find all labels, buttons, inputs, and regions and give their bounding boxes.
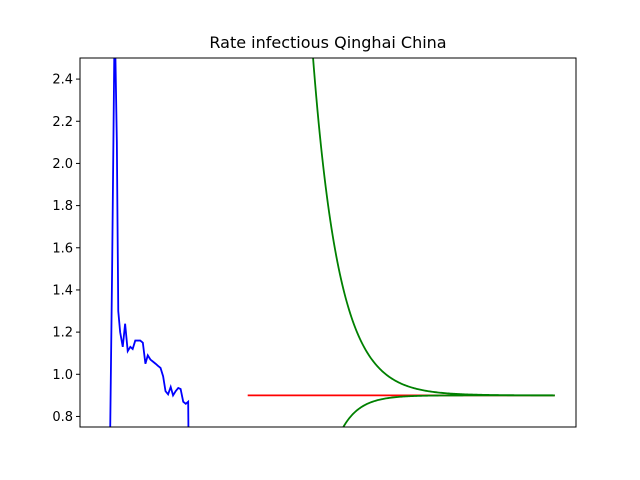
y-tick-label: 1.2 — [52, 326, 73, 341]
y-tick-label: 2.0 — [52, 157, 73, 172]
y-tick-label: 1.8 — [52, 199, 73, 214]
y-tick-label: 1.4 — [52, 283, 73, 298]
series-line-1 — [109, 58, 190, 427]
series-line-4 — [342, 394, 555, 427]
chart-title: Rate infectious Qinghai China — [209, 33, 446, 52]
y-tick-label: 1.0 — [52, 368, 73, 383]
y-axis: 0.8 1.0 1.2 1.4 1.6 1.8 2.0 2.2 2.4 — [52, 73, 80, 425]
y-tick-label: 0.8 — [52, 410, 73, 425]
y-tick-label: 2.4 — [52, 73, 73, 88]
series-line-3 — [312, 58, 555, 397]
y-tick-label: 1.6 — [52, 241, 73, 256]
plot-frame — [79, 57, 577, 428]
plot-area — [109, 58, 555, 427]
y-tick-label: 2.2 — [52, 115, 73, 130]
